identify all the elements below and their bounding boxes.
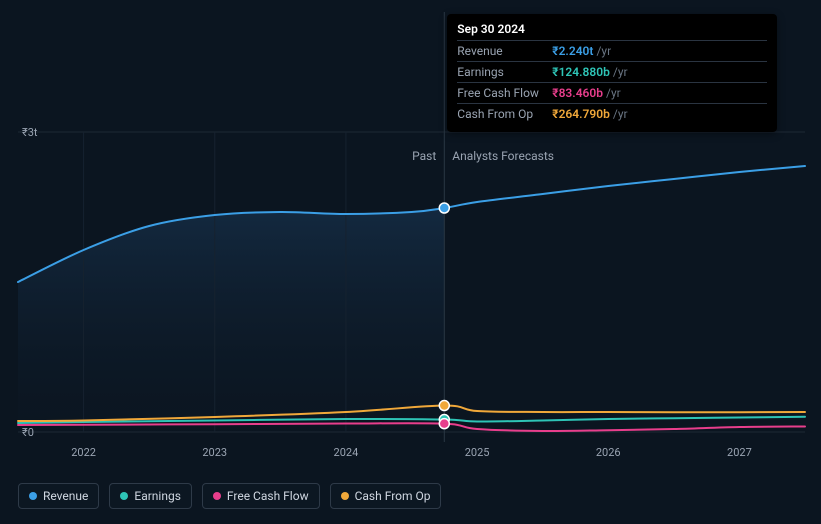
chart-legend: Revenue Earnings Free Cash Flow Cash From O… — [18, 483, 441, 509]
tooltip-row-value: ₹124.880b — [552, 65, 610, 79]
legend-label: Revenue — [43, 489, 88, 503]
legend-item-earnings[interactable]: Earnings — [109, 483, 192, 509]
legend-item-cash-from-op[interactable]: Cash From Op — [330, 483, 442, 509]
svg-text:2022: 2022 — [71, 446, 96, 459]
tooltip-row: Free Cash Flow₹83.460b/yr — [457, 82, 767, 103]
legend-item-free-cash-flow[interactable]: Free Cash Flow — [202, 483, 320, 509]
legend-label: Cash From Op — [355, 489, 431, 503]
tooltip-row-suffix: /yr — [596, 44, 611, 58]
tooltip-row-suffix: /yr — [613, 107, 628, 121]
svg-text:2026: 2026 — [596, 446, 621, 459]
legend-label: Free Cash Flow — [227, 489, 309, 503]
tooltip-row-label: Revenue — [457, 44, 552, 58]
tooltip-row: Cash From Op₹264.790b/yr — [457, 103, 767, 124]
tooltip-row-value: ₹2.240t — [552, 44, 593, 58]
tooltip-row-label: Free Cash Flow — [457, 86, 552, 100]
tooltip-row-suffix: /yr — [613, 65, 628, 79]
legend-label: Earnings — [134, 489, 181, 503]
legend-swatch — [213, 492, 221, 500]
legend-swatch — [29, 492, 37, 500]
tooltip-row-label: Cash From Op — [457, 107, 552, 121]
legend-item-revenue[interactable]: Revenue — [18, 483, 99, 509]
financial-forecast-chart: ₹0 ₹3t 2022 2023 2024 2025 2026 2027 Past Analyst… — [0, 0, 821, 524]
svg-text:Past: Past — [412, 149, 436, 163]
tooltip-row: Earnings₹124.880b/yr — [457, 61, 767, 82]
svg-text:₹0: ₹0 — [22, 426, 34, 439]
tooltip-row-value: ₹264.790b — [552, 107, 610, 121]
tooltip-date: Sep 30 2024 — [457, 22, 767, 36]
tooltip-row-value: ₹83.460b — [552, 86, 603, 100]
svg-text:2027: 2027 — [727, 446, 752, 459]
svg-text:Analysts Forecasts: Analysts Forecasts — [452, 149, 554, 163]
chart-tooltip: Sep 30 2024 Revenue₹2.240t/yrEarnings₹12… — [447, 14, 777, 132]
svg-text:2024: 2024 — [334, 446, 359, 459]
svg-text:2023: 2023 — [202, 446, 227, 459]
tooltip-row-label: Earnings — [457, 65, 552, 79]
tooltip-row: Revenue₹2.240t/yr — [457, 40, 767, 61]
legend-swatch — [341, 492, 349, 500]
svg-text:₹3t: ₹3t — [22, 126, 38, 139]
legend-swatch — [120, 492, 128, 500]
svg-text:2025: 2025 — [465, 446, 490, 459]
tooltip-row-suffix: /yr — [606, 86, 621, 100]
